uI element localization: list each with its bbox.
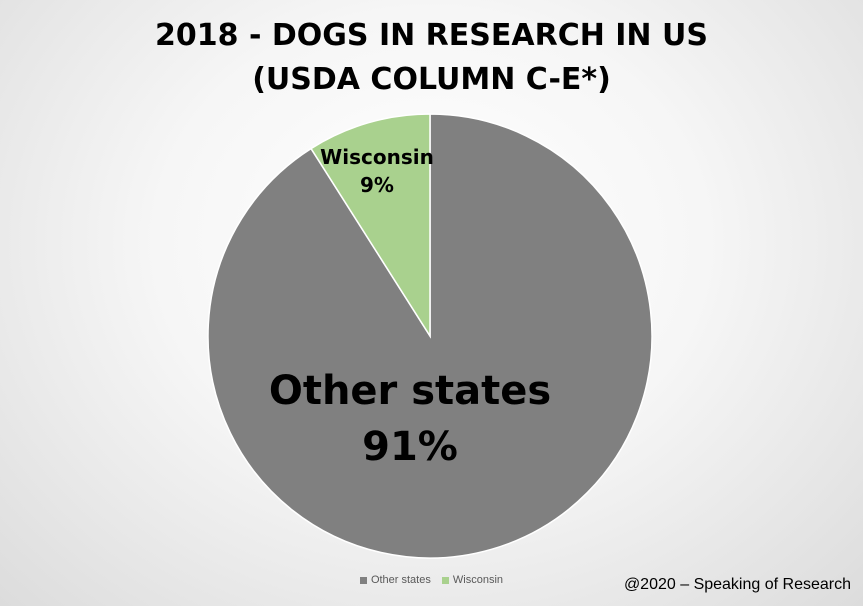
legend-item-other-states: Other states [359, 574, 431, 586]
pie-slice-wisconsin [310, 113, 431, 339]
legend-item-wisconsin: Wisconsin [441, 574, 504, 586]
chart-legend: Other states Wisconsin [0, 574, 863, 587]
legend-swatch-wisconsin [441, 576, 449, 584]
pie-slice-other-states [207, 113, 653, 559]
data-label-name-wisconsin: Wisconsin [320, 145, 434, 169]
credit-text: @2020 – Speaking of Research [623, 576, 851, 593]
legend-label-wisconsin: Wisconsin [452, 574, 504, 586]
legend-swatch-other-states [359, 576, 367, 584]
data-label-name-other-states: Other states [269, 368, 551, 414]
legend-label-other-states: Other states [370, 574, 431, 586]
chart-title-line-1: 2018 - DOGS IN RESEARCH IN US [155, 18, 708, 53]
chart-title-line-2: (USDA COLUMN C-E*) [252, 62, 611, 97]
chart-title: 2018 - DOGS IN RESEARCH IN US (USDA COLU… [0, 14, 863, 102]
data-label-value-other-states: 91% [362, 424, 458, 470]
data-label-value-wisconsin: 9% [360, 173, 394, 197]
